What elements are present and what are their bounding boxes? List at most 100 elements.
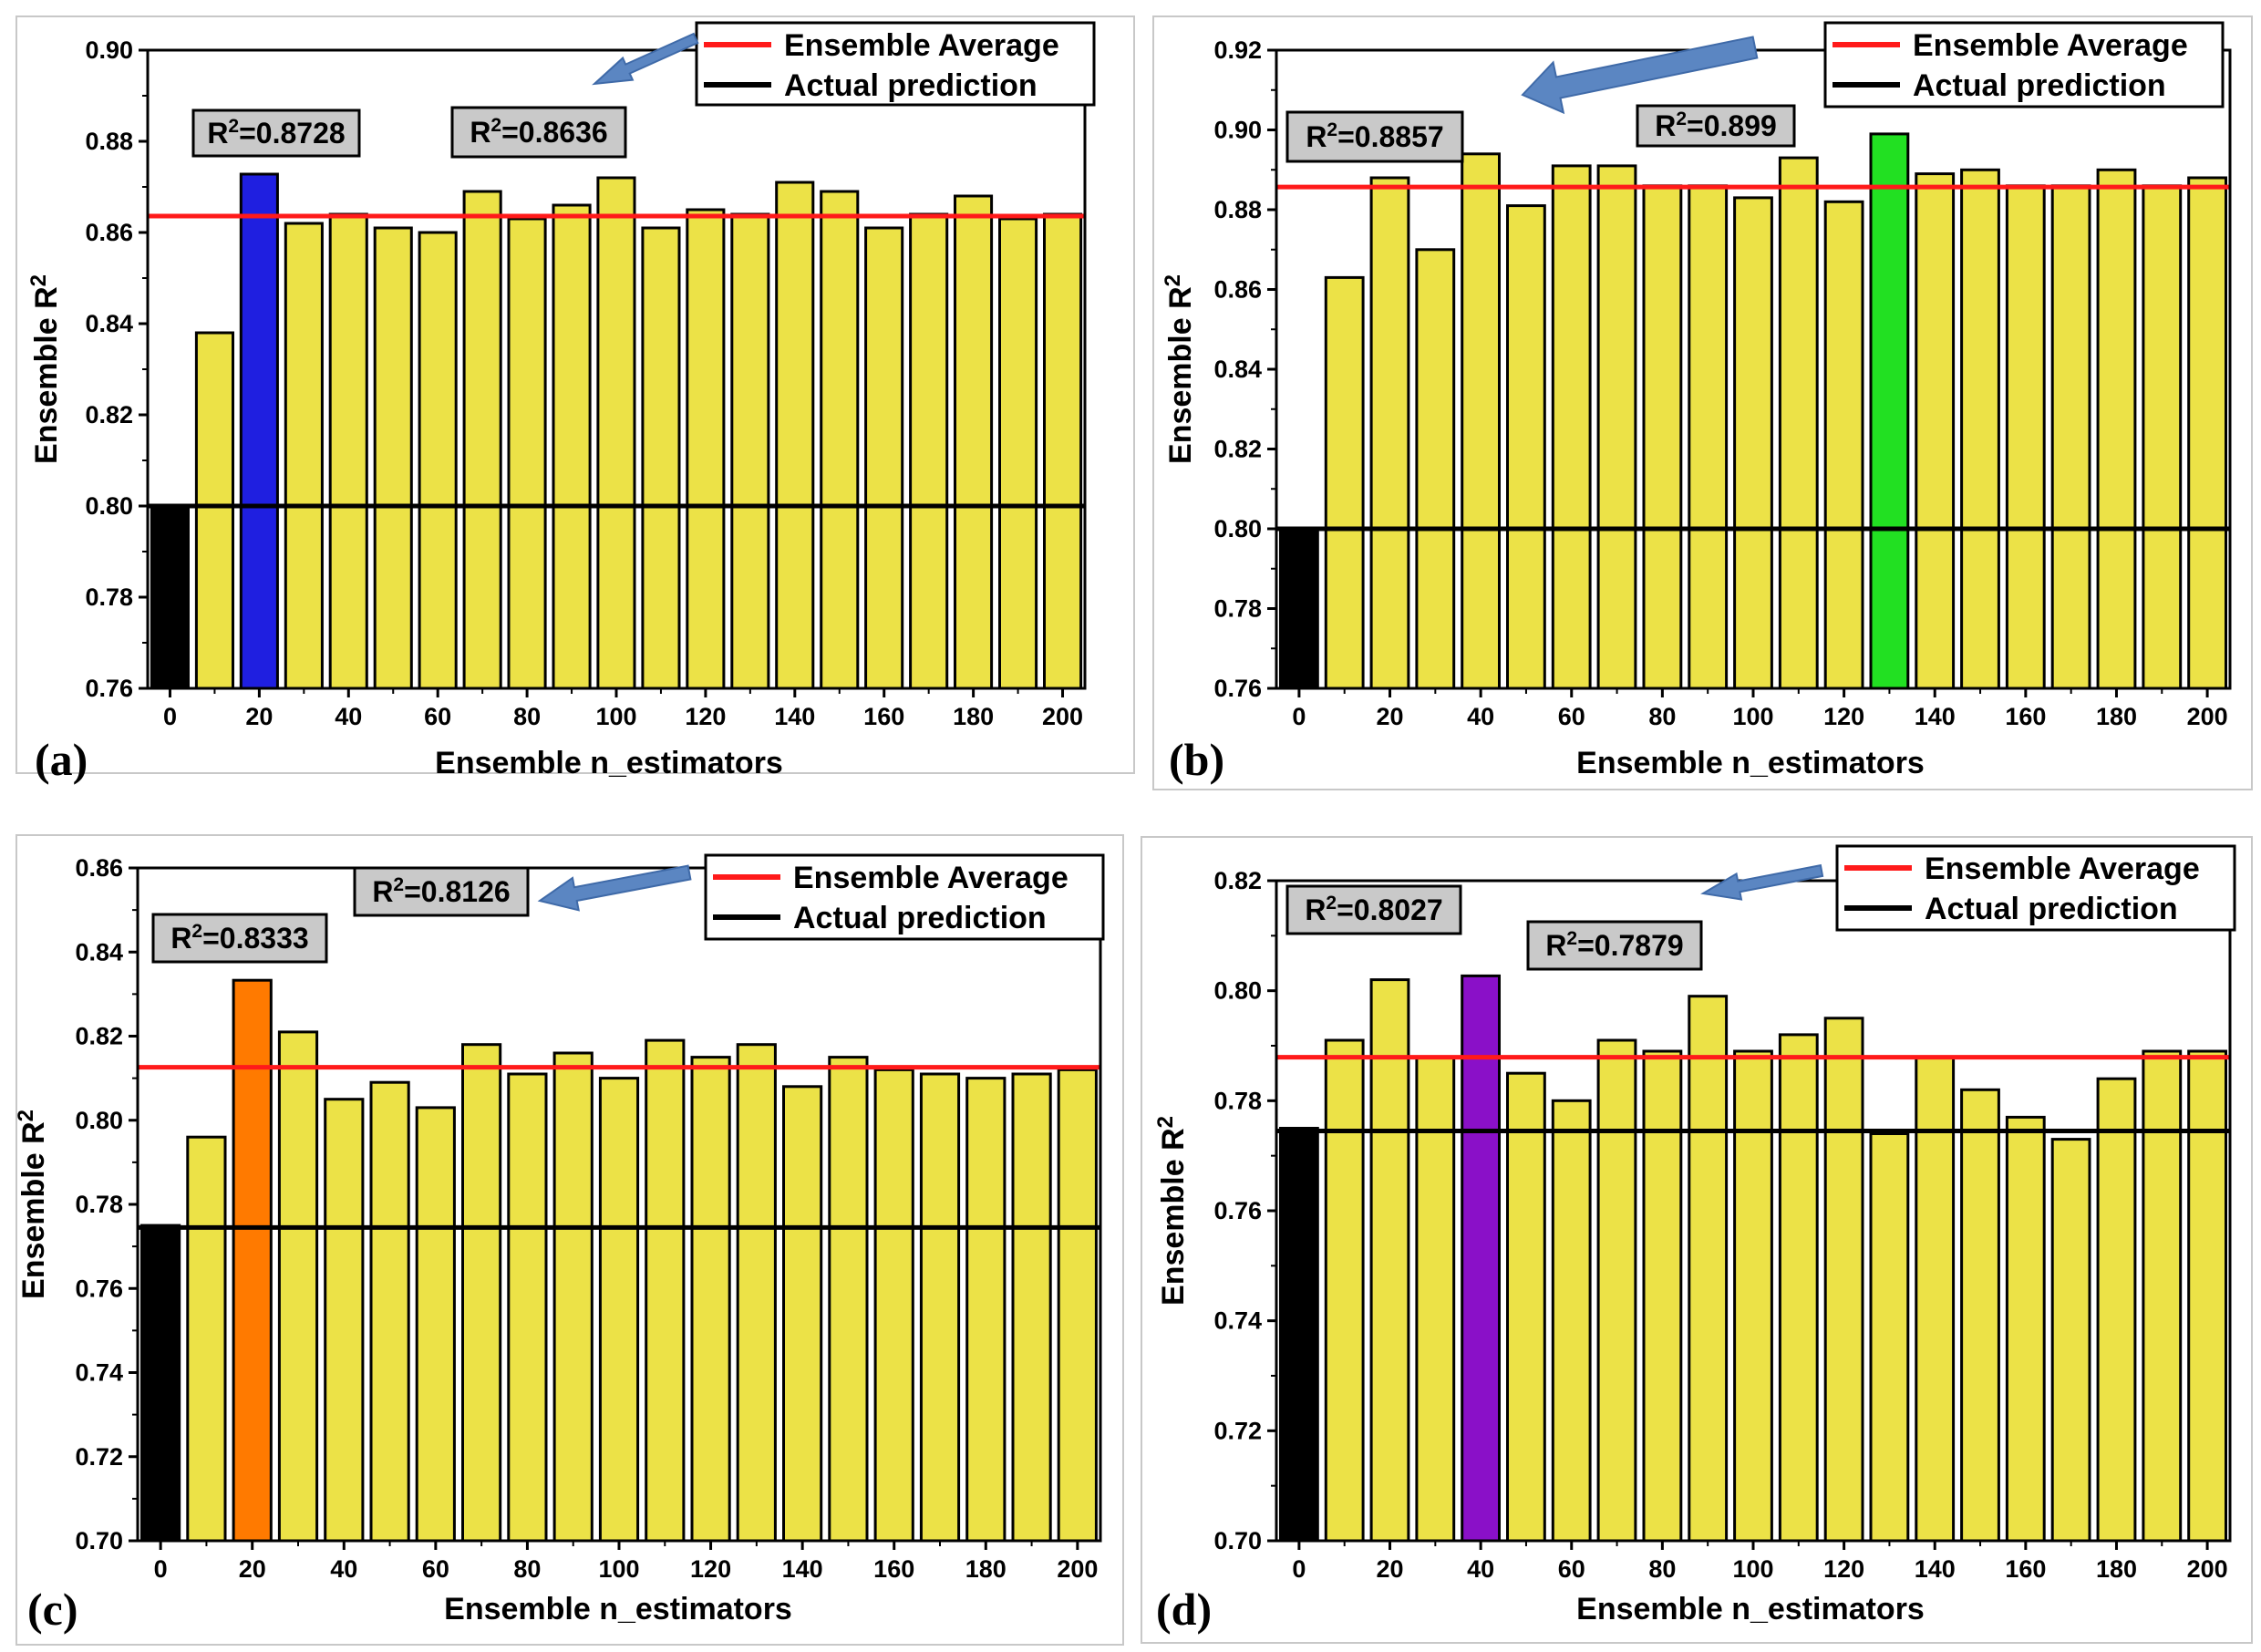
y-tick-label: 0.84 (85, 310, 133, 337)
y-tick-label: 0.74 (1213, 1307, 1262, 1335)
x-tick-label: 180 (953, 703, 994, 730)
x-tick-label: 100 (598, 1555, 639, 1583)
bar (369, 1080, 410, 1543)
legend-box (1835, 844, 2236, 932)
bar (507, 217, 547, 690)
panel-frame (15, 834, 1124, 1646)
bar-highlight (1869, 132, 1910, 690)
x-tick-label: 40 (1467, 1555, 1494, 1583)
x-tick-label: 60 (1558, 1555, 1585, 1583)
arrow (1521, 36, 1759, 115)
chart-panel-a: 0.76 0.78 0.80 0.82 0.84 0.86 0.88 0.90 0 20 40 60 8… (15, 15, 1135, 785)
y-tick-label: 0.72 (1213, 1417, 1262, 1444)
bar (686, 208, 726, 690)
y-tick-label: 0.82 (1213, 436, 1262, 463)
x-tick-label: 20 (1377, 703, 1404, 730)
bar (965, 1077, 1007, 1543)
y-tick-label: 0.82 (1213, 867, 1262, 894)
bar (1596, 1038, 1637, 1543)
y-tick-label: 0.78 (1213, 1087, 1262, 1114)
bar (1915, 172, 1956, 690)
r2-annotation: R2=0.8333 (170, 921, 308, 955)
x-tick-label: 100 (1732, 703, 1773, 730)
bar (1869, 1132, 1910, 1543)
y-tick-label: 0.80 (1213, 977, 1262, 1005)
y-axis-title-superscript: 2 (26, 274, 51, 286)
x-tick-label: 60 (1558, 703, 1585, 730)
bar (2142, 1049, 2183, 1543)
r2-superscript: 2 (490, 115, 501, 136)
bar (1688, 995, 1729, 1543)
x-tick-label: 120 (685, 703, 726, 730)
x-tick-label: 160 (863, 703, 904, 730)
bar (1642, 184, 1683, 690)
bar (2187, 176, 2227, 690)
bar (1823, 200, 1864, 690)
bar (1415, 248, 1456, 690)
x-tick-label: 140 (1915, 703, 1956, 730)
r2-value: =0.899 (1687, 109, 1777, 142)
r2-annotation: R2=0.8027 (1305, 893, 1442, 926)
bar (277, 1030, 319, 1543)
r2-annotation: R2=0.899 (1655, 108, 1777, 142)
x-tick-label: 20 (245, 703, 273, 730)
bar (507, 1072, 548, 1543)
x-tick-label: 20 (1377, 1555, 1404, 1583)
x-tick-label: 80 (513, 703, 541, 730)
bar (820, 190, 860, 690)
r2-value: =0.8728 (239, 117, 346, 150)
x-axis-title: Ensemble n_estimators (435, 746, 783, 780)
bar (324, 1098, 365, 1543)
bar (1733, 1049, 1773, 1543)
y-tick-label: 0.74 (75, 1359, 123, 1387)
y-tick-label: 0.78 (1213, 595, 1262, 623)
x-tick-label: 120 (1823, 1555, 1864, 1583)
x-tick-label: 120 (1823, 703, 1864, 730)
y-tick-label: 0.80 (75, 1107, 123, 1134)
y-tick-label: 0.78 (85, 583, 133, 611)
x-tick-label: 0 (154, 1555, 168, 1583)
x-tick-label: 180 (2096, 1555, 2137, 1583)
panel-frame (1152, 15, 2253, 790)
bar (1369, 176, 1410, 690)
panel-label: (d) (1156, 1584, 1212, 1635)
legend-label-actual: Actual prediction (1925, 892, 2178, 926)
panel-frame (15, 15, 1135, 774)
y-tick-label: 0.86 (1213, 276, 1262, 304)
bar (909, 212, 949, 690)
r2-superscript: 2 (393, 874, 404, 895)
r2-annotation-box (353, 866, 530, 917)
bar (1551, 1099, 1592, 1543)
y-axis-title-superscript: 2 (1161, 274, 1185, 286)
x-tick-label: 160 (2005, 1555, 2046, 1583)
bar (1369, 978, 1410, 1543)
bar (641, 226, 681, 690)
arrow (537, 864, 692, 912)
bar (919, 1072, 961, 1543)
x-tick-label: 140 (782, 1555, 823, 1583)
bar (1778, 1033, 1819, 1543)
bar (1642, 1049, 1683, 1543)
y-tick-label: 0.90 (85, 36, 133, 64)
x-tick-label: 180 (965, 1555, 1007, 1583)
r2-superscript: 2 (1566, 928, 1577, 949)
bar (415, 1106, 456, 1543)
y-tick-label: 0.86 (85, 219, 133, 246)
bar (2005, 184, 2046, 690)
bar (1960, 168, 2000, 690)
panel-label: (a) (35, 734, 88, 785)
r2-annotation: R2=0.8857 (1306, 119, 1443, 153)
bar-actual (1279, 527, 1319, 690)
bar (1960, 1088, 2000, 1543)
y-tick-label: 0.80 (1213, 515, 1262, 542)
legend-label-average: Ensemble Average (1925, 852, 2200, 886)
bar-highlight (239, 172, 279, 690)
y-tick-label: 0.92 (1213, 36, 1262, 64)
bar (1778, 156, 1819, 690)
bar (2187, 1049, 2227, 1543)
y-tick-label: 0.88 (85, 128, 133, 155)
r2-superscript: 2 (1327, 119, 1337, 140)
bar (782, 1085, 823, 1543)
legend-label-average: Ensemble Average (1913, 28, 2188, 63)
